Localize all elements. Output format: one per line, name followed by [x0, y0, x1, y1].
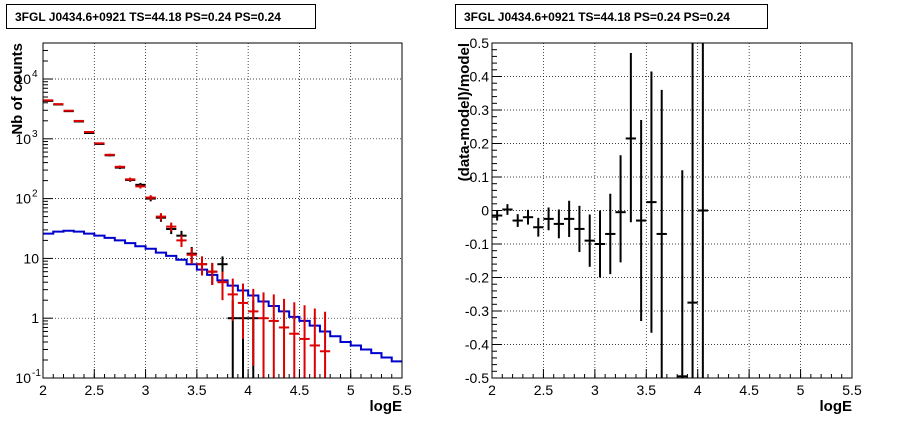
left-ytick-label: 1 — [31, 310, 39, 326]
right-xtick-label: 5.5 — [842, 382, 862, 398]
right-ytick-label: 0.2 — [470, 136, 490, 152]
left-ytick-label: 10 — [15, 191, 31, 207]
left-ytick-exponent: 2 — [32, 189, 38, 200]
left-xtick-label: 3 — [142, 382, 150, 398]
right-ytick-label: 0.4 — [470, 69, 490, 85]
left-ytick-label: 10 — [23, 250, 39, 266]
right-ytick-label: 0.1 — [470, 169, 490, 185]
left-xtick-label: 5 — [347, 382, 355, 398]
right-xtick-label: 2.5 — [534, 382, 554, 398]
left-ytick-label: 10 — [15, 71, 31, 87]
left-xtick-label: 2 — [39, 382, 47, 398]
right-xtick-label: 3 — [591, 382, 599, 398]
left-plot-frame — [42, 42, 403, 379]
left-xtick-label: 4.5 — [290, 382, 310, 398]
right-xtick-label: 2 — [488, 382, 496, 398]
right-ytick-label: -0.1 — [465, 236, 489, 252]
right-ytick-label: 0.5 — [470, 35, 490, 51]
left-xtick-label: 2.5 — [85, 382, 105, 398]
left-x-axis-label: logE — [370, 398, 403, 415]
right-ytick-label: -0.2 — [465, 270, 489, 286]
right-x-axis-label: logE — [820, 398, 853, 415]
right-chart-title: 3FGL J0434.6+0921 TS=44.18 PS=0.24 PS=0.… — [455, 4, 768, 29]
right-y-axis-label: (data-model)/model — [456, 43, 473, 181]
left-xtick-label: 4 — [244, 382, 252, 398]
left-ytick-exponent: 4 — [32, 69, 38, 80]
right-ytick-label: 0.3 — [470, 102, 490, 118]
left-y-axis-label: Nb of counts — [9, 43, 26, 135]
right-ytick-label: 0 — [481, 203, 489, 219]
left-ytick-label: 10 — [15, 131, 31, 147]
left-chart-title: 3FGL J0434.6+0921 TS=44.18 PS=0.24 PS=0.… — [6, 4, 316, 29]
right-xtick-label: 4 — [694, 382, 702, 398]
right-xtick-label: 4.5 — [739, 382, 759, 398]
left-ytick-label: 10 — [15, 370, 31, 386]
right-ytick-label: -0.4 — [465, 337, 489, 353]
left-ytick-exponent: -1 — [32, 368, 41, 379]
left-ytick-exponent: 3 — [32, 129, 38, 140]
right-ytick-label: -0.3 — [465, 303, 489, 319]
left-xtick-label: 5.5 — [392, 382, 412, 398]
right-xtick-label: 3.5 — [637, 382, 657, 398]
left-xtick-label: 3.5 — [187, 382, 207, 398]
right-xtick-label: 5 — [797, 382, 805, 398]
right-ytick-label: -0.5 — [465, 370, 489, 386]
left-plot-area — [43, 43, 402, 378]
